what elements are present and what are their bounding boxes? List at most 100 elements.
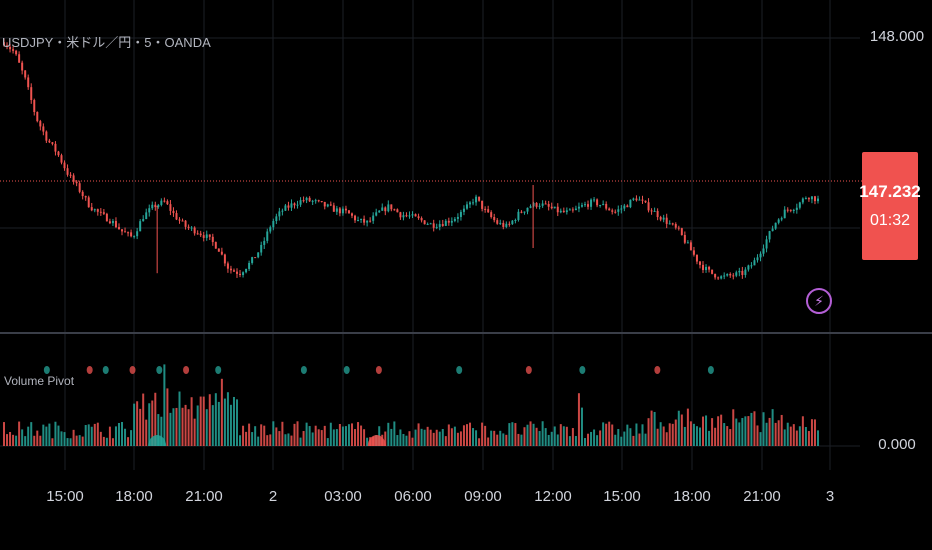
candle-body [341,208,344,214]
candle-body [583,204,586,206]
candle-body [771,228,774,232]
candle-body [284,205,287,211]
candle-body [208,234,211,237]
candle-body [60,155,63,163]
candle-body [396,209,399,213]
volume-bar [96,422,99,446]
candle-body [378,210,381,213]
candle-body [329,204,332,206]
symbol-title: USDJPY・米ドル／円・5・OANDA [2,35,211,50]
candle-body [3,42,5,46]
volume-bar [526,424,529,446]
candle-body [511,220,514,225]
volume-bar [605,423,608,446]
volume-bar [229,404,232,446]
volume-bar [217,401,220,446]
volume-bar [260,424,263,446]
volume-bar [599,430,602,446]
candle-body [184,220,187,227]
volume-bar [347,424,350,446]
volume-bar [251,432,254,446]
volume-bar [523,427,526,446]
volume-bar [117,423,120,446]
candle-body [290,203,293,208]
volume-pivot-12 [579,366,586,374]
candle-body [387,204,390,212]
volume-bar [281,421,284,446]
volume-bar [774,422,777,446]
volume-bar [571,428,574,446]
volume-bar [257,436,260,446]
candle-body [481,200,484,209]
volume-bar [384,431,387,446]
volume-bar [272,421,275,446]
volume-bar [387,422,390,446]
volume-bar [553,426,556,446]
volume-bar [804,426,807,446]
volume-bar [172,408,175,446]
candle-body [78,183,81,192]
volume-bar [620,436,623,446]
volume-bar [747,416,750,446]
candle-body [39,121,42,127]
candle-body [717,277,720,279]
volume-bar [393,421,396,446]
candle-body [108,221,111,224]
candle-body [72,175,75,182]
candle-body [747,265,750,270]
volume-bar [18,421,21,446]
volume-bar [329,422,332,446]
candle-body [478,196,481,201]
candle-body [142,219,145,222]
candle-body [18,54,21,63]
volume-bar [783,429,786,446]
volume-bar [69,438,72,446]
candle-body [544,203,547,205]
volume-bar [6,434,9,446]
candle-body [517,211,520,220]
volume-bar [208,394,211,446]
candle-body [620,208,623,210]
x-tick-label: 15:00 [603,488,641,505]
candle-body [708,266,711,270]
candle-body [465,204,468,209]
lightning-icon[interactable]: ⚡ [806,288,832,314]
volume-marker-1 [367,435,386,446]
candle-body [647,202,650,211]
candle-body [502,222,505,227]
candle-body [148,208,151,213]
candle-body [456,216,459,219]
volume-bar [590,431,593,446]
candle-body [596,199,599,206]
volume-bar [239,435,242,446]
volume-bar [332,429,335,446]
volume-bar [414,429,417,446]
volume-bar [148,403,151,446]
volume-bar [532,423,535,446]
volume-bar [810,419,813,446]
volume-bar [9,431,12,446]
volume-bar [750,412,753,446]
volume-bar [705,415,708,446]
volume-bar [677,410,680,446]
volume-bar [574,435,577,446]
candle-body [136,231,139,237]
volume-bar [205,409,208,446]
candle-body [48,140,51,143]
volume-bar [717,416,720,446]
candle-body [689,242,692,251]
volume-bar [263,425,266,446]
volume-bar [577,393,580,446]
volume-bar [496,434,499,446]
candle-body [24,70,27,78]
candle-body [187,226,190,228]
candle-body [384,207,387,212]
volume-bar [54,421,57,446]
volume-bar [308,426,311,446]
volume-bar [478,438,481,446]
candle-body [783,209,786,219]
volume-bar [692,423,695,446]
volume-bar [169,412,172,446]
candle-body [281,210,284,212]
